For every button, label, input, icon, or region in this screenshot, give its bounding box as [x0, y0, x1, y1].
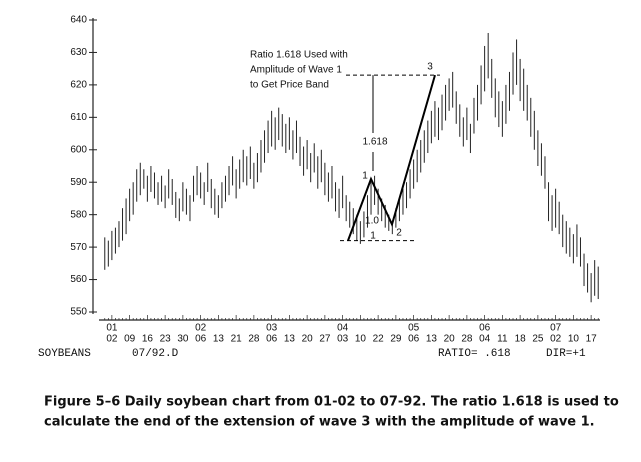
x-tick-label: 02 [550, 334, 562, 345]
caption-line: Figure 5–6 Daily soybean chart from 01-0… [44, 395, 619, 410]
x-tick-label: 13 [284, 334, 296, 345]
direction-setting: DIR=+1 [546, 348, 586, 360]
y-tick-label: 550 [70, 307, 87, 318]
x-tick-label: 22 [373, 334, 385, 345]
x-tick-label: 18 [515, 334, 527, 345]
x-tick-label: 02 [106, 334, 118, 345]
caption-line: calculate the end of the extension of wa… [44, 415, 595, 430]
wave-label: 1 [362, 171, 368, 182]
x-tick-label: 21 [231, 334, 243, 345]
y-tick-label: 600 [70, 144, 87, 155]
month-label: 07 [550, 323, 562, 334]
annotation: Ratio 1.618 Used with [250, 50, 348, 61]
wave-label: 2 [396, 228, 402, 239]
y-tick-label: 590 [70, 177, 87, 188]
x-tick-label: 11 [497, 334, 508, 345]
y-tick-label: 570 [70, 242, 87, 253]
symbol: SOYBEANS [38, 348, 91, 360]
x-tick-label: 03 [337, 334, 349, 345]
x-tick-label: 29 [390, 334, 402, 345]
month-label: 05 [408, 323, 420, 334]
month-label: 02 [195, 323, 207, 334]
wave-label: 3 [427, 62, 433, 73]
x-tick-label: 20 [302, 334, 314, 345]
month-label: 03 [266, 323, 278, 334]
month-label: 04 [337, 323, 349, 334]
x-tick-label: 20 [444, 334, 456, 345]
y-tick-label: 610 [70, 112, 87, 123]
x-tick-label: 25 [532, 334, 544, 345]
x-tick-label: 13 [426, 334, 438, 345]
y-tick-label: 580 [70, 209, 87, 220]
x-tick-label: 27 [319, 334, 331, 345]
x-tick-label: 28 [248, 334, 260, 345]
x-tick-label: 17 [586, 334, 598, 345]
x-tick-label: 13 [213, 334, 225, 345]
month-label: 06 [479, 323, 491, 334]
x-tick-label: 06 [266, 334, 278, 345]
x-tick-label: 23 [160, 334, 172, 345]
y-tick-label: 560 [70, 274, 87, 285]
ratio-setting: RATIO= .618 [438, 348, 511, 360]
x-tick-label: 04 [479, 334, 491, 345]
y-tick-label: 620 [70, 80, 87, 91]
x-tick-label: 09 [124, 334, 136, 345]
annotation: Amplitude of Wave 1 [250, 65, 342, 76]
x-tick-label: 28 [461, 334, 473, 345]
y-tick-label: 630 [70, 47, 87, 58]
x-tick-label: 10 [355, 334, 367, 345]
base-label: 1 [370, 231, 376, 242]
wave-line [347, 74, 436, 241]
y-tick-label: 640 [70, 15, 87, 26]
x-tick-label: 10 [568, 334, 580, 345]
month-label: 01 [106, 323, 118, 334]
x-tick-label: 16 [142, 334, 154, 345]
annotation: to Get Price Band [250, 80, 329, 91]
x-tick-label: 06 [195, 334, 207, 345]
unit-label: 1.0 [365, 216, 379, 227]
x-tick-label: 30 [177, 334, 189, 345]
ratio-label: 1.618 [362, 137, 387, 148]
period: 07/92.D [132, 348, 179, 360]
x-tick-label: 06 [408, 334, 420, 345]
